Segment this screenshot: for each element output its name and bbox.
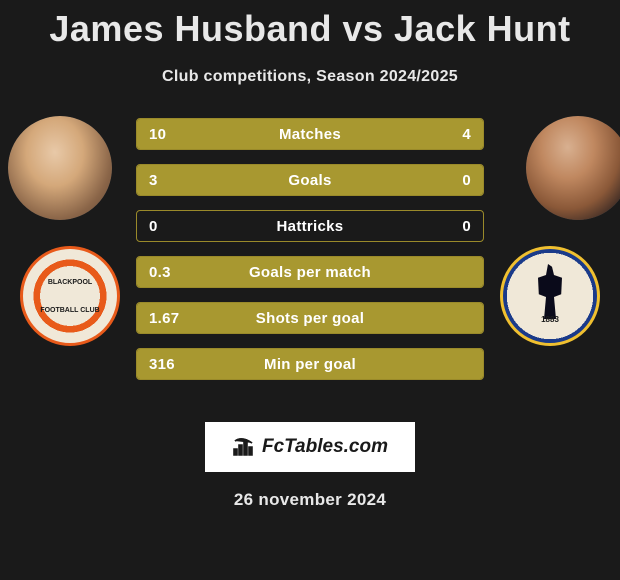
- stat-row: 1.67Shots per goal: [136, 302, 484, 334]
- stat-label: Min per goal: [137, 356, 483, 373]
- player1-avatar: [8, 116, 112, 220]
- stat-label: Goals: [137, 172, 483, 189]
- crest-year: 1883: [541, 315, 559, 324]
- stat-value-right: 4: [462, 126, 471, 143]
- player2-avatar: [526, 116, 620, 220]
- stat-row: 316Min per goal: [136, 348, 484, 380]
- stat-label: Shots per goal: [137, 310, 483, 327]
- stat-row: 10Matches4: [136, 118, 484, 150]
- player2-avatar-image: [526, 116, 620, 220]
- comparison-body: BLACKPOOLFOOTBALL CLUB 1883 10Matches4 3G…: [0, 116, 620, 406]
- subtitle: Club competitions, Season 2024/2025: [0, 68, 620, 86]
- stat-label: Matches: [137, 126, 483, 143]
- fctables-logo-icon: [232, 437, 256, 457]
- page-title: James Husband vs Jack Hunt: [0, 8, 620, 50]
- player1-club-crest: BLACKPOOLFOOTBALL CLUB: [20, 246, 120, 346]
- player2-club-crest: 1883: [500, 246, 600, 346]
- stat-value-right: 0: [462, 172, 471, 189]
- footer-brand-text: FcTables.com: [262, 436, 388, 458]
- footer-brand-badge: FcTables.com: [205, 422, 415, 472]
- pirate-silhouette-icon: [530, 264, 570, 319]
- stat-row: 3Goals0: [136, 164, 484, 196]
- stat-label: Goals per match: [137, 264, 483, 281]
- stat-label: Hattricks: [137, 218, 483, 235]
- stat-row: 0Hattricks0: [136, 210, 484, 242]
- stat-row: 0.3Goals per match: [136, 256, 484, 288]
- stats-table: 10Matches43Goals00Hattricks00.3Goals per…: [136, 118, 484, 394]
- comparison-card: James Husband vs Jack Hunt Club competit…: [0, 0, 620, 510]
- player1-avatar-image: [8, 116, 112, 220]
- date-text: 26 november 2024: [0, 490, 620, 510]
- blackpool-crest-icon: BLACKPOOLFOOTBALL CLUB: [20, 246, 120, 346]
- stat-value-right: 0: [462, 218, 471, 235]
- bristol-rovers-crest-icon: 1883: [500, 246, 600, 346]
- crest-text: BLACKPOOLFOOTBALL CLUB: [40, 279, 99, 314]
